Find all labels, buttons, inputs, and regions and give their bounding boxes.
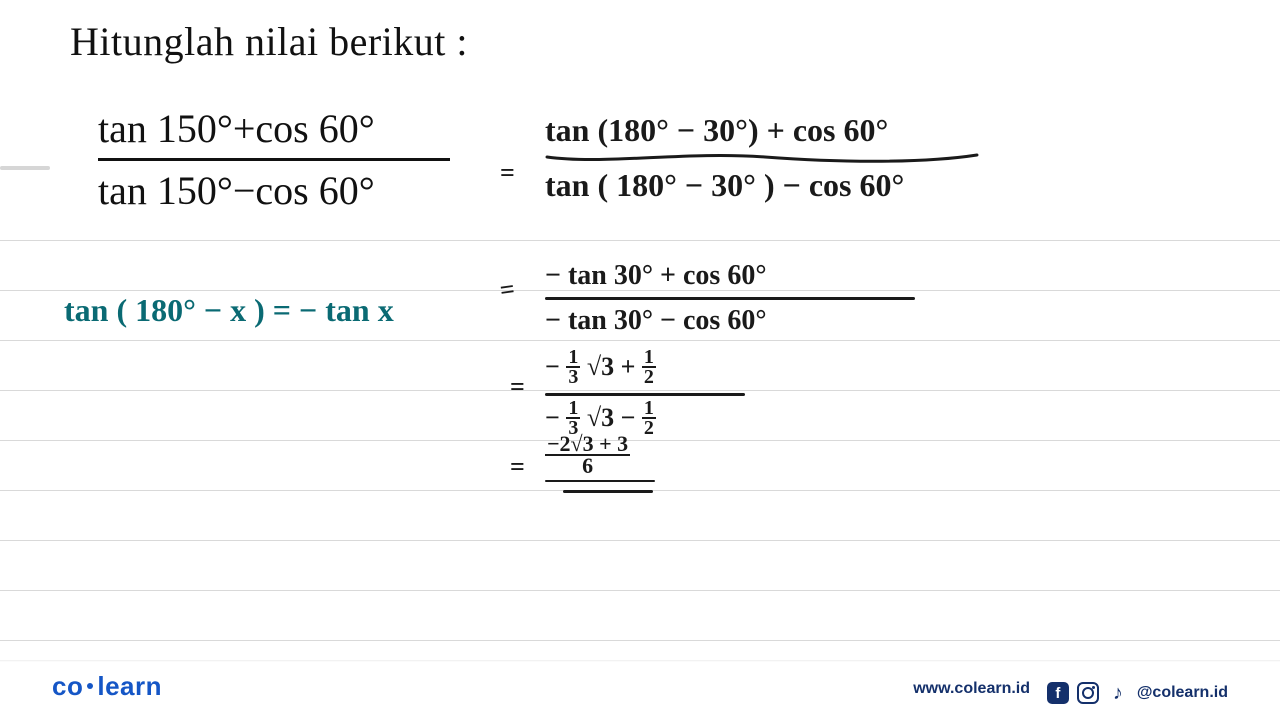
step-1-numerator: tan (180° − 30°) + cos 60°: [545, 112, 980, 149]
fraction-bar: [545, 480, 655, 483]
equals-3: =: [510, 372, 525, 402]
step-1: tan (180° − 30°) + cos 60° tan ( 180° − …: [545, 112, 980, 204]
step-3-numerator: − 13 √3 + 12: [545, 350, 745, 388]
social-handle: @colearn.id: [1137, 684, 1228, 702]
identity-formula: tan ( 180° − x ) = − tan x: [64, 292, 394, 329]
step-1-denominator: tan ( 180° − 30° ) − cos 60°: [545, 167, 980, 204]
step-2-numerator: − tan 30° + cos 60°: [545, 260, 915, 292]
social-links: f ♪ @colearn.id: [1047, 682, 1228, 704]
instagram-icon: [1077, 682, 1099, 704]
page-title: Hitunglah nilai berikut :: [70, 18, 468, 65]
logo-co: co: [52, 671, 83, 701]
step-3: − 13 √3 + 12 − 13 √3 − 12: [545, 350, 745, 439]
step-4: −2√3 + 36: [545, 436, 655, 493]
equals-1: =: [500, 158, 515, 188]
equals-4: =: [510, 452, 525, 482]
curvy-underline-icon: [545, 149, 980, 167]
fraction-bar: [545, 393, 745, 396]
footer: colearn www.colearn.id f ♪ @colearn.id: [0, 662, 1280, 720]
page-root: Hitunglah nilai berikut : tan 150°+cos 6…: [0, 0, 1280, 720]
problem-numerator: tan 150°+cos 60°: [98, 105, 450, 152]
continuation-bar: [563, 490, 653, 493]
step-2: − tan 30° + cos 60° − tan 30° − cos 60°: [545, 260, 915, 337]
tiktok-icon: ♪: [1107, 682, 1129, 704]
logo-dot-icon: [87, 683, 93, 689]
logo-learn: learn: [97, 671, 162, 701]
facebook-icon: f: [1047, 682, 1069, 704]
website-url: www.colearn.id: [913, 680, 1030, 698]
brand-logo: colearn: [52, 671, 162, 702]
fraction-bar: [98, 158, 450, 161]
fraction-bar: [545, 297, 915, 300]
step-2-denominator: − tan 30° − cos 60°: [545, 305, 915, 337]
problem-denominator: tan 150°−cos 60°: [98, 167, 450, 214]
step-4-numerator: −2√3 + 36: [545, 436, 655, 478]
problem-expression: tan 150°+cos 60° tan 150°−cos 60°: [98, 105, 450, 214]
progress-hint-fragment: [0, 166, 50, 170]
